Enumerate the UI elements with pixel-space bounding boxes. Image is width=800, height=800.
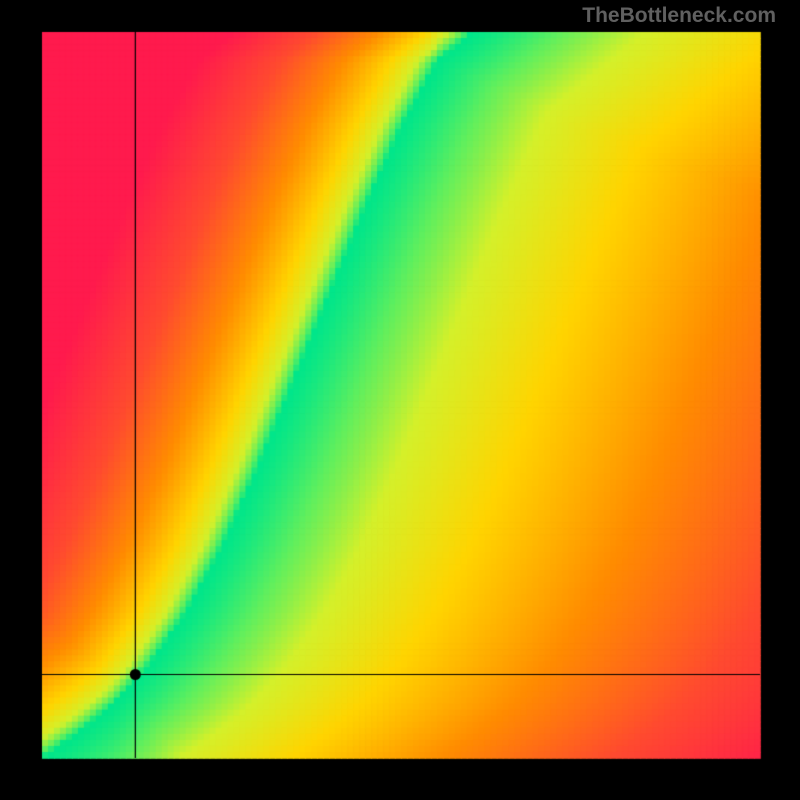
- bottleneck-heatmap: [0, 0, 800, 800]
- attribution-label: TheBottleneck.com: [582, 4, 776, 28]
- chart-container: TheBottleneck.com: [0, 0, 800, 800]
